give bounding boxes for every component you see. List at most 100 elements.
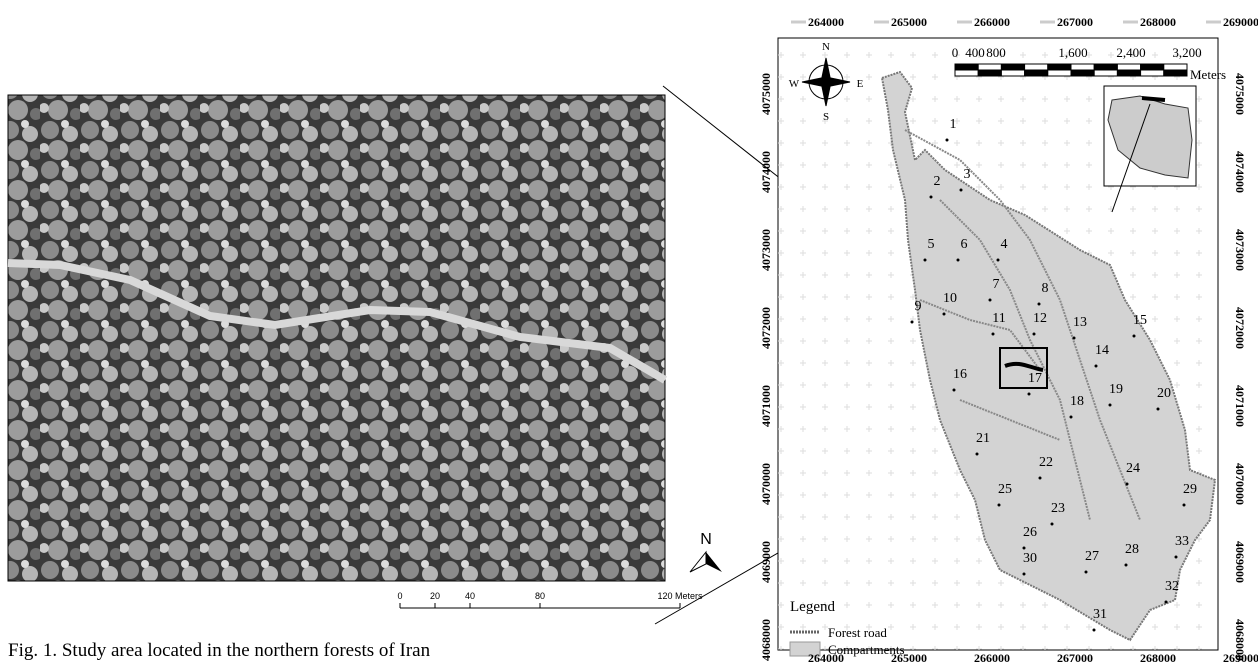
compartment-point <box>1051 523 1054 526</box>
compartment-label: 6 <box>961 237 968 252</box>
compartment-label: 19 <box>1109 382 1123 397</box>
compartment-point <box>911 321 914 324</box>
scale-label: 0 <box>952 45 959 60</box>
compartment-point <box>1095 365 1098 368</box>
x-tick-label: 265000 <box>891 651 927 664</box>
y-tick-label: 4070000 <box>759 463 773 505</box>
compartment-point <box>1023 573 1026 576</box>
compartment-label: 22 <box>1039 455 1053 470</box>
compartment-label: 8 <box>1042 281 1049 296</box>
scale-segment <box>1001 64 1024 70</box>
scale-segment <box>955 70 978 76</box>
compartment-point <box>1023 547 1026 550</box>
compartment-point <box>946 139 949 142</box>
compartment-point <box>1126 483 1129 486</box>
compartment-label: 18 <box>1070 394 1084 409</box>
scale-label: 3,200 <box>1172 45 1201 60</box>
compartment-point <box>1093 629 1096 632</box>
y-tick-label: 4068000 <box>1233 619 1247 661</box>
compartment-label: 11 <box>992 311 1005 326</box>
y-tick-label: 4075000 <box>759 73 773 115</box>
compartment-label: 7 <box>993 277 1000 292</box>
scale-label: 400 <box>965 45 985 60</box>
y-tick-label: 4071000 <box>1233 385 1247 427</box>
scale-segment <box>1141 70 1164 76</box>
compass-letter: W <box>789 78 800 90</box>
compartment-label: 17 <box>1028 371 1042 386</box>
scale-segment <box>1141 64 1164 70</box>
compartment-point <box>943 313 946 316</box>
x-tick-label: 264000 <box>808 15 844 29</box>
compartment-point <box>1028 393 1031 396</box>
compartment-point <box>1125 564 1128 567</box>
y-tick-label: 4073000 <box>759 229 773 271</box>
y-tick-label: 4074000 <box>1233 151 1247 193</box>
scale-label: 1,600 <box>1058 45 1087 60</box>
legend-title: Legend <box>790 599 835 615</box>
caption: Fig. 1. Study area located in the northe… <box>8 640 431 661</box>
compartment-label: 15 <box>1133 313 1147 328</box>
aerial-image <box>8 95 665 581</box>
compartment-label: 26 <box>1023 525 1037 540</box>
scale-label: 80 <box>535 591 545 601</box>
compartment-point <box>1039 477 1042 480</box>
y-tick-label: 4069000 <box>1233 541 1247 583</box>
inset-region <box>1142 98 1165 100</box>
x-tick-label: 268000 <box>1140 651 1176 664</box>
compartment-label: 29 <box>1183 482 1197 497</box>
y-tick-label: 4072000 <box>759 307 773 349</box>
x-tick-label: 264000 <box>808 651 844 664</box>
scale-segment <box>1094 64 1117 70</box>
compartment-label: 14 <box>1095 343 1109 358</box>
scale-label: 0 <box>397 591 402 601</box>
compartment-point <box>1165 601 1168 604</box>
compartment-point <box>1157 408 1160 411</box>
y-tick-label: 4069000 <box>759 541 773 583</box>
compartment-label: 1 <box>950 117 957 132</box>
scale-segment <box>1048 70 1071 76</box>
compartment-label: 10 <box>943 291 957 306</box>
compartment-point <box>953 389 956 392</box>
compartment-label: 21 <box>976 431 990 446</box>
x-tick-label: 267000 <box>1057 15 1093 29</box>
scale-segment <box>1025 64 1048 70</box>
compartment-point <box>976 453 979 456</box>
compartment-point <box>957 259 960 262</box>
y-tick-label: 4073000 <box>1233 229 1247 271</box>
compartment-point <box>1070 416 1073 419</box>
scale-segment <box>1164 70 1187 76</box>
legend-item: Forest road <box>828 625 887 640</box>
compartment-point <box>1183 504 1186 507</box>
scale-segment <box>955 64 978 70</box>
x-tick-label: 269000 <box>1223 15 1258 29</box>
compartment-label: 28 <box>1125 542 1139 557</box>
compartment-label: 5 <box>928 237 935 252</box>
compass-letter: N <box>822 41 830 53</box>
scale-segment <box>1048 64 1071 70</box>
compartment-label: 30 <box>1023 551 1037 566</box>
x-tick-label: 265000 <box>891 15 927 29</box>
compartment-label: 20 <box>1157 386 1171 401</box>
compartment-label: 33 <box>1175 534 1189 549</box>
compartment-point <box>1175 556 1178 559</box>
y-tick-label: 4071000 <box>759 385 773 427</box>
figure: N Fig. 1. Study area located in the nort… <box>0 0 1258 664</box>
compartment-point <box>992 333 995 336</box>
north-arrow <box>690 552 706 572</box>
compartment-point <box>1073 337 1076 340</box>
compartment-label: 9 <box>915 299 922 314</box>
scale-segment <box>1001 70 1024 76</box>
scale-segment <box>978 64 1001 70</box>
compartment-label: 32 <box>1165 579 1179 594</box>
scale-label: 40 <box>465 591 475 601</box>
scale-unit: Meters <box>1190 67 1226 82</box>
compartment-label: 4 <box>1001 237 1008 252</box>
compartment-label: 3 <box>964 167 971 182</box>
scale-segment <box>1071 64 1094 70</box>
x-tick-label: 267000 <box>1057 651 1093 664</box>
north-arrow <box>706 552 722 572</box>
scale-label: 20 <box>430 591 440 601</box>
scale-segment <box>1164 64 1187 70</box>
scale-segment <box>1094 70 1117 76</box>
scale-label: 120 Meters <box>657 591 703 601</box>
